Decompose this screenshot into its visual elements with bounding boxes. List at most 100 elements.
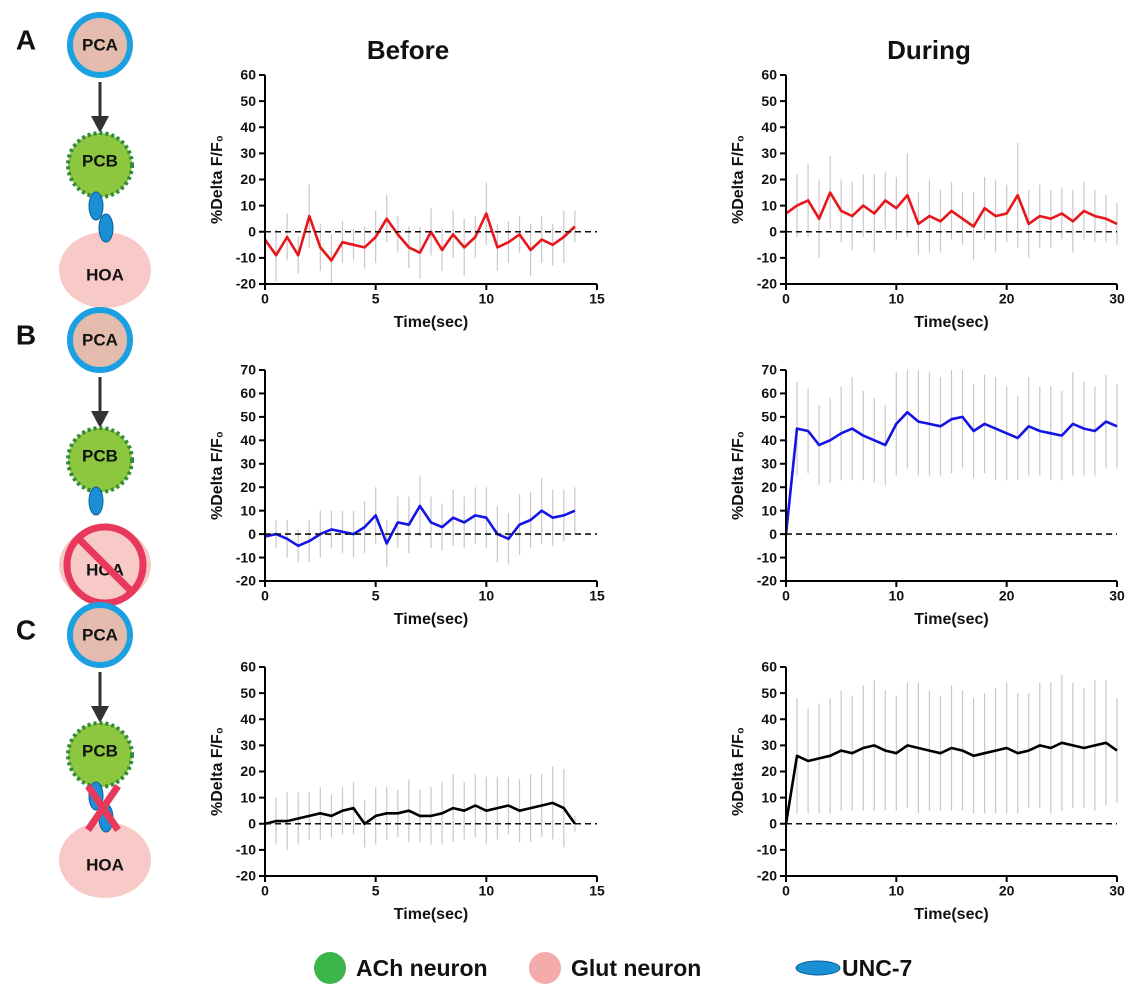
- y-tick-label: 40: [761, 432, 777, 448]
- y-tick-label: 10: [761, 789, 777, 805]
- x-tick-label: 30: [1109, 883, 1125, 899]
- node-label: PCB: [82, 151, 118, 170]
- unc7: [98, 213, 114, 243]
- x-tick-label: 10: [479, 588, 495, 604]
- y-tick-label: 0: [769, 223, 777, 239]
- data-line: [265, 504, 576, 548]
- y-tick-label: 30: [240, 737, 256, 753]
- y-tick-label: 20: [761, 479, 777, 495]
- y-tick-label: 60: [240, 659, 256, 675]
- x-tick-label: 20: [999, 588, 1015, 604]
- data-line: [265, 212, 576, 262]
- x-tick-label: 0: [782, 291, 790, 307]
- node-label: PCB: [82, 446, 118, 465]
- plot-area: [786, 370, 1118, 563]
- x-tick-label: 0: [782, 588, 790, 604]
- x-axis-label: Time(sec): [394, 314, 468, 331]
- y-tick-label: 30: [761, 737, 777, 753]
- x-axis-label: Time(sec): [914, 611, 988, 628]
- x-tick-label: 30: [1109, 588, 1125, 604]
- pca-neuron: [67, 602, 133, 668]
- y-tick-label: 20: [761, 763, 777, 779]
- x-tick-label: 0: [261, 883, 269, 899]
- unc7: [88, 191, 104, 221]
- y-tick-label: -20: [757, 573, 777, 589]
- y-tick-label: -10: [236, 549, 256, 565]
- y-tick-label: 10: [761, 197, 777, 213]
- y-tick-label: 30: [761, 455, 777, 471]
- y-tick-label: 10: [761, 502, 777, 518]
- y-axis-label: %Delta F/F₀: [730, 135, 747, 224]
- plot-area: [786, 674, 1118, 845]
- x-tick-label: 10: [889, 883, 905, 899]
- data-line: [786, 410, 1118, 535]
- y-tick-label: 40: [761, 711, 777, 727]
- x-tick-label: 10: [479, 883, 495, 899]
- x-tick-label: 10: [479, 291, 495, 307]
- y-tick-label: 70: [761, 362, 777, 378]
- x-axis-label: Time(sec): [394, 906, 468, 923]
- data-line: [786, 741, 1118, 825]
- y-tick-label: 50: [240, 93, 256, 109]
- y-tick-label: 0: [248, 526, 256, 542]
- x-tick-label: 30: [1109, 291, 1125, 307]
- y-tick-label: 40: [240, 711, 256, 727]
- y-axis-label: %Delta F/F₀: [209, 135, 226, 224]
- y-tick-label: -20: [236, 573, 256, 589]
- y-tick-label: 50: [240, 685, 256, 701]
- y-axis-label: %Delta F/F₀: [209, 727, 226, 816]
- y-tick-label: 0: [248, 815, 256, 831]
- y-tick-label: 60: [240, 67, 256, 83]
- x-tick-label: 0: [261, 588, 269, 604]
- x-axis-label: Time(sec): [914, 906, 988, 923]
- legend-label: UNC-7: [842, 955, 912, 981]
- legend-swatch: [314, 952, 346, 984]
- plot-area: [786, 142, 1118, 261]
- node-label: PCA: [82, 625, 118, 644]
- y-tick-label: -20: [236, 276, 256, 292]
- y-tick-label: 70: [240, 362, 256, 378]
- legend-label: ACh neuron: [356, 955, 488, 981]
- y-axis-label: %Delta F/F₀: [209, 431, 226, 520]
- y-tick-label: -20: [757, 276, 777, 292]
- node-label: HOA: [86, 855, 124, 874]
- y-tick-label: 0: [769, 815, 777, 831]
- column-title: Before: [367, 35, 449, 65]
- x-tick-label: 5: [372, 291, 380, 307]
- plot-area: [265, 182, 576, 284]
- y-tick-label: 40: [761, 119, 777, 135]
- unc7: [88, 486, 104, 516]
- y-tick-label: 20: [240, 479, 256, 495]
- y-tick-label: 0: [769, 526, 777, 542]
- pca-neuron: [67, 307, 133, 373]
- y-tick-label: -20: [757, 868, 777, 884]
- y-tick-label: -20: [236, 868, 256, 884]
- data-line: [786, 191, 1118, 228]
- y-tick-label: 30: [761, 145, 777, 161]
- y-tick-label: 30: [240, 455, 256, 471]
- x-tick-label: 0: [261, 291, 269, 307]
- arrow-head: [91, 706, 109, 723]
- node-label: PCB: [82, 741, 118, 760]
- y-tick-label: 10: [240, 197, 256, 213]
- pca-neuron: [67, 12, 133, 78]
- legend-swatch: [529, 952, 561, 984]
- panel-label: A: [16, 24, 36, 55]
- x-tick-label: 15: [589, 588, 605, 604]
- y-tick-label: 20: [240, 763, 256, 779]
- y-tick-label: 10: [240, 502, 256, 518]
- x-tick-label: 15: [589, 883, 605, 899]
- plot-area: [265, 766, 576, 850]
- hoa-neuron: [59, 822, 151, 898]
- cross: [85, 784, 121, 832]
- y-tick-label: 60: [761, 385, 777, 401]
- x-tick-label: 5: [372, 883, 380, 899]
- y-tick-label: 50: [761, 685, 777, 701]
- hoa-neuron: [59, 232, 151, 308]
- x-axis-label: Time(sec): [394, 611, 468, 628]
- no-sign: [75, 535, 135, 595]
- y-tick-label: 60: [761, 67, 777, 83]
- arrow-head: [91, 116, 109, 133]
- x-tick-label: 0: [782, 883, 790, 899]
